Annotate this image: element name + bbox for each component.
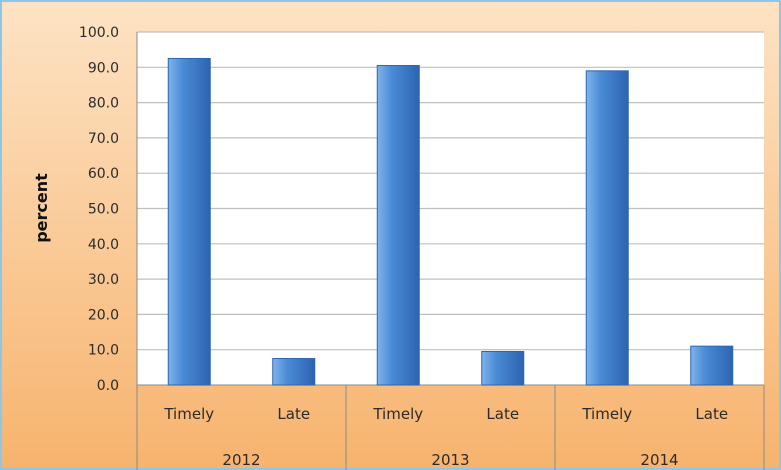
bar xyxy=(585,70,629,386)
bars xyxy=(167,57,734,386)
x-category-label: Late xyxy=(695,405,728,423)
y-tick-label: 70.0 xyxy=(88,131,119,147)
gridlines xyxy=(137,31,764,351)
axes xyxy=(136,32,765,470)
bar xyxy=(481,350,525,386)
y-tick-label: 100.0 xyxy=(79,25,119,41)
x-category-label: Timely xyxy=(163,405,214,423)
x-category-label: Late xyxy=(486,405,519,423)
y-tick-label: 30.0 xyxy=(88,272,119,288)
bar xyxy=(376,65,420,386)
y-tick-label: 50.0 xyxy=(88,202,119,218)
y-tick-label: 90.0 xyxy=(88,60,119,76)
x-category-labels: Timely Late Timely Late Timely Late xyxy=(163,405,728,423)
y-tick-labels: 0.0 10.0 20.0 30.0 40.0 50.0 60.0 70.0 80.0 90.0 1… xyxy=(79,25,119,394)
y-axis-label: percent xyxy=(32,173,51,243)
x-group-labels: 2012 2013 2014 xyxy=(222,451,678,469)
x-category-label: Late xyxy=(277,405,310,423)
y-tick-label: 40.0 xyxy=(88,237,119,253)
y-tick-label: 60.0 xyxy=(88,166,119,182)
y-tick-label: 80.0 xyxy=(88,96,119,112)
y-tick-label: 10.0 xyxy=(88,343,119,359)
y-tick-label: 0.0 xyxy=(97,378,119,394)
x-group-label: 2013 xyxy=(431,451,469,469)
x-category-label: Timely xyxy=(372,405,423,423)
bar xyxy=(272,358,316,386)
bar xyxy=(167,57,211,386)
bar xyxy=(690,345,734,386)
x-group-label: 2014 xyxy=(640,451,678,469)
x-category-label: Timely xyxy=(581,405,632,423)
x-group-label: 2012 xyxy=(222,451,260,469)
y-tick-label: 20.0 xyxy=(88,307,119,323)
